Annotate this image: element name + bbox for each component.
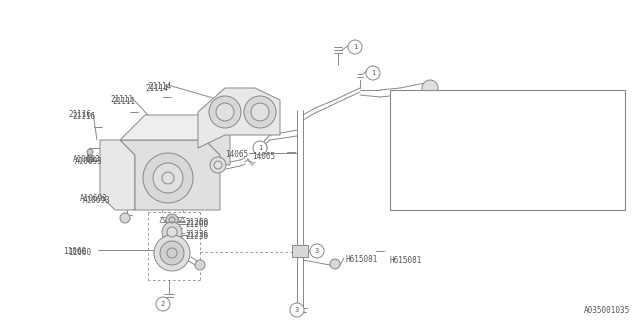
Text: 21116: 21116 xyxy=(68,110,91,119)
Polygon shape xyxy=(198,88,280,148)
Text: 2: 2 xyxy=(399,132,403,138)
Text: F92006: F92006 xyxy=(415,153,443,162)
Circle shape xyxy=(259,143,267,151)
Text: 3: 3 xyxy=(315,248,319,254)
Circle shape xyxy=(210,157,226,173)
Circle shape xyxy=(153,163,183,193)
Text: A10693: A10693 xyxy=(75,157,103,166)
Circle shape xyxy=(195,260,205,270)
Circle shape xyxy=(87,156,93,162)
Circle shape xyxy=(160,241,184,265)
Circle shape xyxy=(290,303,304,317)
Text: 1: 1 xyxy=(258,145,262,151)
Text: A10693: A10693 xyxy=(80,194,108,203)
Text: 21236: 21236 xyxy=(185,230,208,239)
Circle shape xyxy=(167,227,177,237)
Circle shape xyxy=(310,244,324,258)
Text: 21111: 21111 xyxy=(110,95,133,104)
Text: Ⓑ 010406250(2 ): Ⓑ 010406250(2 ) xyxy=(415,131,484,140)
Text: 21200: 21200 xyxy=(185,220,208,229)
Text: 21236: 21236 xyxy=(185,232,208,241)
Text: 14065: 14065 xyxy=(225,150,248,159)
Circle shape xyxy=(156,297,170,311)
Circle shape xyxy=(394,128,408,142)
Text: 11060: 11060 xyxy=(63,247,86,256)
Text: A035001035: A035001035 xyxy=(584,306,630,315)
Circle shape xyxy=(162,222,182,242)
Polygon shape xyxy=(120,115,230,140)
Text: F92209: F92209 xyxy=(415,168,443,177)
Circle shape xyxy=(87,149,93,155)
Circle shape xyxy=(154,235,190,271)
Text: 21114: 21114 xyxy=(145,84,168,93)
Circle shape xyxy=(394,158,408,172)
Text: <9310-        >: <9310- > xyxy=(478,168,547,177)
Circle shape xyxy=(422,80,438,96)
Text: 3: 3 xyxy=(399,162,403,168)
Text: H615081: H615081 xyxy=(345,255,378,264)
Circle shape xyxy=(348,40,362,54)
Circle shape xyxy=(366,66,380,80)
Circle shape xyxy=(166,214,178,226)
Text: 1: 1 xyxy=(353,44,357,50)
Circle shape xyxy=(120,213,130,223)
Circle shape xyxy=(251,103,269,121)
Circle shape xyxy=(330,259,340,269)
Bar xyxy=(390,90,625,210)
Text: 21111: 21111 xyxy=(112,97,135,106)
Text: 2: 2 xyxy=(161,301,165,307)
Text: Ⓑ 01040610A(2 ): Ⓑ 01040610A(2 ) xyxy=(415,100,484,109)
Polygon shape xyxy=(100,140,135,210)
Text: 1: 1 xyxy=(371,70,375,76)
Bar xyxy=(292,245,308,257)
Polygon shape xyxy=(120,140,220,210)
Circle shape xyxy=(143,153,193,203)
Text: 1: 1 xyxy=(399,102,403,108)
Text: 11060: 11060 xyxy=(68,248,91,257)
Circle shape xyxy=(216,103,234,121)
Circle shape xyxy=(209,96,241,128)
Text: <        -9309>: < -9309> xyxy=(478,153,547,162)
Text: 21116: 21116 xyxy=(72,112,95,121)
Text: 21200: 21200 xyxy=(185,218,208,227)
Text: 14065: 14065 xyxy=(252,152,275,161)
Circle shape xyxy=(253,141,267,155)
Text: H615081: H615081 xyxy=(390,256,422,265)
Polygon shape xyxy=(205,115,230,165)
Text: 21114: 21114 xyxy=(148,82,171,91)
Circle shape xyxy=(244,96,276,128)
Text: 3: 3 xyxy=(295,307,299,313)
Circle shape xyxy=(394,98,408,112)
Text: A10693: A10693 xyxy=(83,196,111,205)
Text: A10693: A10693 xyxy=(73,155,100,164)
